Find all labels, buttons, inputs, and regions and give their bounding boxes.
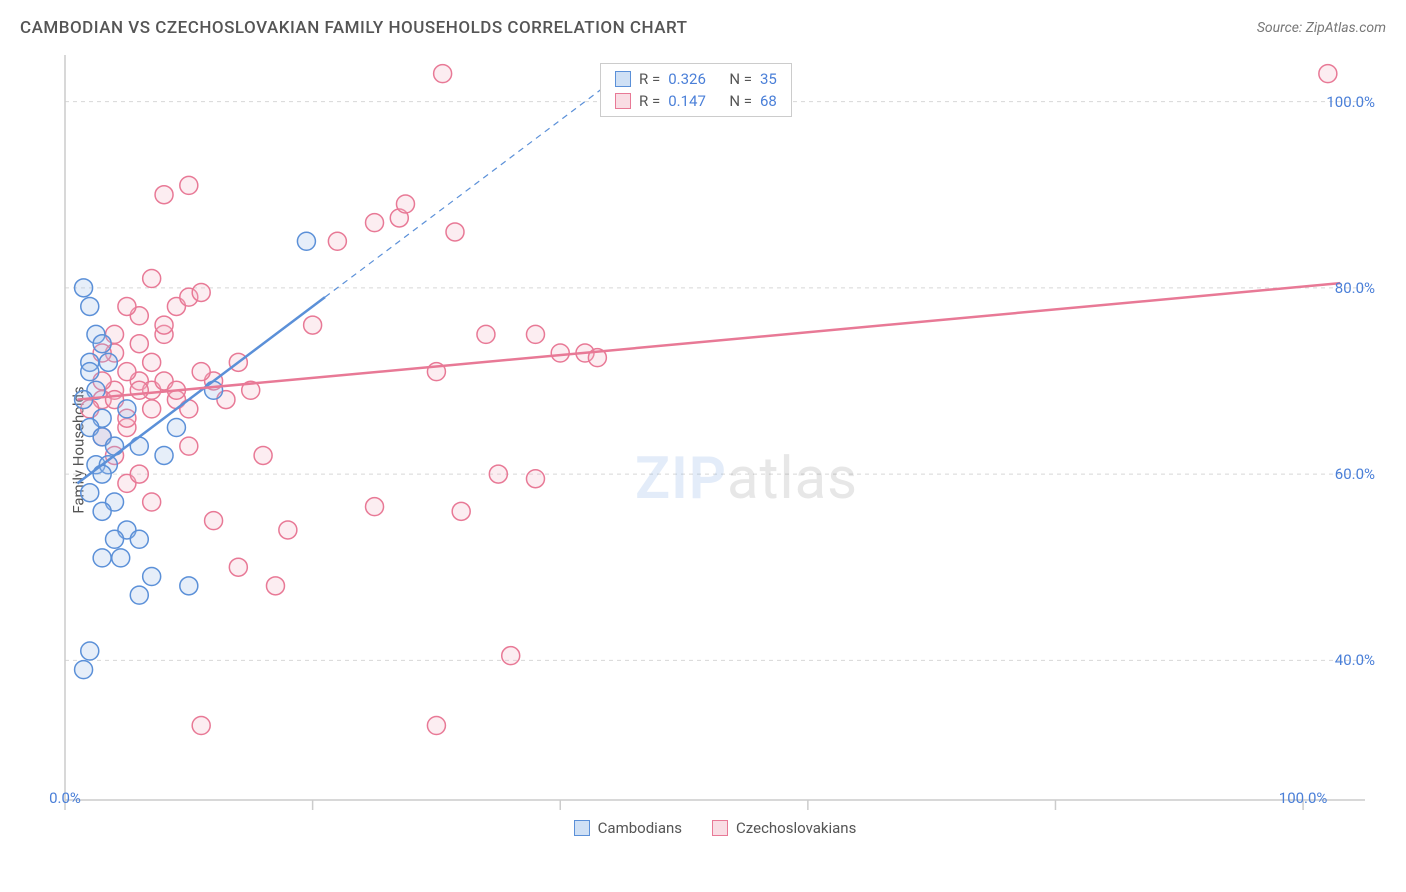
scatter-plot xyxy=(45,55,1385,820)
y-tick-label: 80.0% xyxy=(1335,279,1375,297)
correlation-stats-box: R =0.326 N =35R =0.147 N =68 xyxy=(600,63,792,117)
y-tick-label: 100.0% xyxy=(1326,93,1375,111)
y-tick-label: 60.0% xyxy=(1335,465,1375,483)
x-tick-label: 100.0% xyxy=(1279,789,1328,807)
legend-item: Cambodians xyxy=(574,819,682,837)
source-label: Source: ZipAtlas.com xyxy=(1257,20,1386,36)
legend-swatch xyxy=(712,820,728,836)
y-tick-label: 40.0% xyxy=(1335,651,1375,669)
series-swatch xyxy=(615,93,631,109)
legend-swatch xyxy=(574,820,590,836)
legend-item: Czechoslovakians xyxy=(712,819,856,837)
legend: Cambodians Czechoslovakians xyxy=(45,819,1385,837)
x-tick-label: 0.0% xyxy=(49,789,81,807)
series-swatch xyxy=(615,71,631,87)
correlation-row: R =0.147 N =68 xyxy=(601,90,791,112)
legend-label: Cambodians xyxy=(598,819,682,837)
correlation-row: R =0.326 N =35 xyxy=(601,68,791,90)
chart-title: CAMBODIAN VS CZECHOSLOVAKIAN FAMILY HOUS… xyxy=(20,18,687,38)
chart-area: Family Households ZIPatlas R =0.326 N =3… xyxy=(45,55,1385,845)
legend-label: Czechoslovakians xyxy=(736,819,856,837)
